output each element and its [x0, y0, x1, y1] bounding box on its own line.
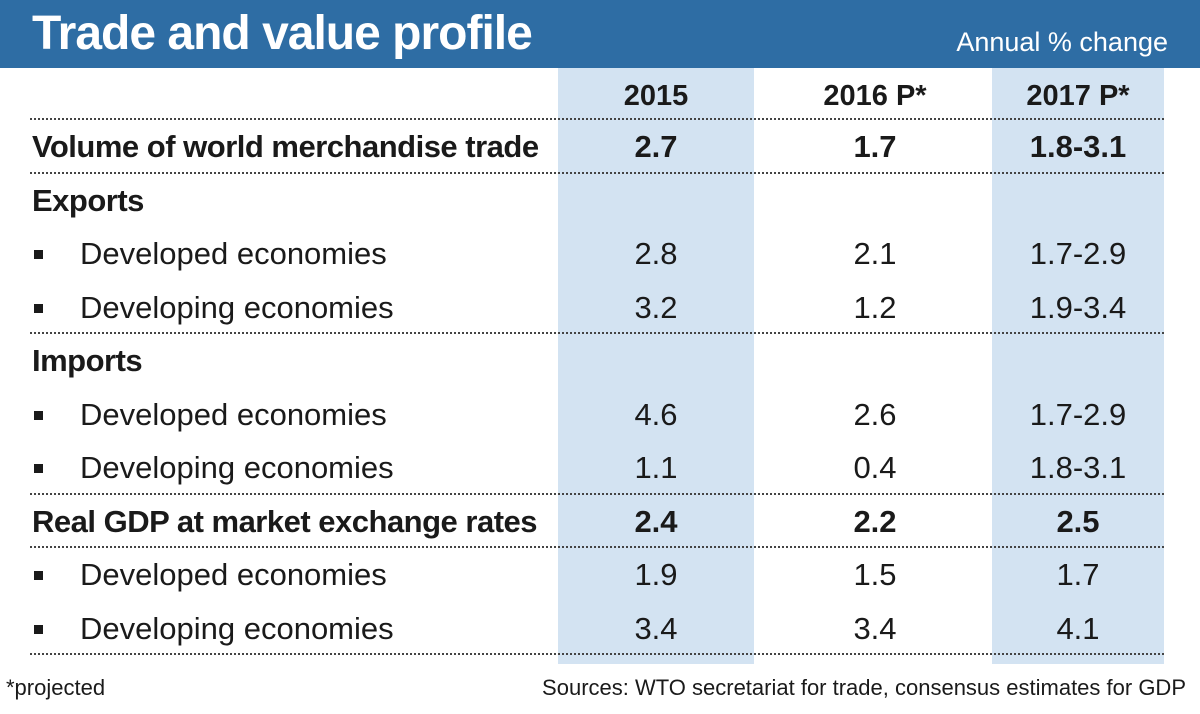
column-2017-shade — [992, 68, 1164, 664]
value-cell: 4.1 — [1056, 610, 1100, 646]
table-row: Developed economies 2.8 2.1 1.7-2.9 — [0, 227, 1200, 281]
table-row: Developed economies 1.9 1.5 1.7 — [0, 548, 1200, 602]
row-label: Developed economies — [80, 396, 387, 432]
row-label: Developed economies — [80, 557, 387, 592]
value-cell: 1.9-3.4 — [1029, 289, 1127, 325]
row-divider — [30, 546, 1164, 548]
value-cell: 3.4 — [853, 610, 897, 646]
chart-title: Trade and value profile — [32, 7, 533, 60]
value-cell — [770, 334, 980, 388]
row-label: Developed economies — [80, 236, 387, 271]
value-cell: 1.5 — [853, 557, 897, 592]
row-divider — [30, 653, 1164, 655]
bullet-icon — [34, 250, 43, 259]
value-cell: 1.7 — [1056, 557, 1100, 592]
value-cell — [770, 174, 980, 228]
row-label: Volume of world merchandise trade — [32, 129, 539, 164]
value-cell: 1.7-2.9 — [1029, 396, 1127, 432]
bullet-icon — [34, 624, 43, 634]
bullet-icon — [34, 410, 43, 420]
bullet-icon — [34, 303, 43, 313]
bullet-icon — [34, 464, 43, 473]
value-cell — [992, 334, 1164, 388]
value-cell: 1.1 — [634, 450, 678, 485]
table-row: Developing economies 3.4 3.4 4.1 — [0, 602, 1200, 656]
value-cell: 1.7-2.9 — [1029, 236, 1127, 271]
chart-subtitle: Annual % change — [956, 27, 1168, 57]
value-cell: 2.4 — [634, 503, 678, 539]
row-label: Imports — [32, 343, 143, 378]
table-row: Developed economies 4.6 2.6 1.7-2.9 — [0, 388, 1200, 442]
row-label: Developing economies — [80, 610, 394, 646]
value-cell: 3.2 — [634, 289, 678, 325]
value-cell — [992, 174, 1164, 228]
value-cell: 4.6 — [634, 396, 678, 432]
value-cell: 2.5 — [1056, 503, 1100, 539]
row-label: Real GDP at market exchange rates — [32, 503, 538, 539]
value-cell: 1.8-3.1 — [1029, 450, 1127, 485]
table-row: Imports — [0, 334, 1200, 388]
value-cell: 1.8-3.1 — [1029, 129, 1127, 164]
value-cell: 0.4 — [853, 450, 897, 485]
row-label: Developing economies — [80, 450, 394, 485]
header-banner: Trade and value profile Annual % change — [0, 0, 1200, 68]
value-cell: 3.4 — [634, 610, 678, 646]
row-label: Developing economies — [80, 289, 394, 325]
column-header-2015: 2015 — [623, 80, 689, 112]
value-cell: 2.1 — [853, 236, 897, 271]
value-cell — [558, 174, 754, 228]
value-cell: 2.7 — [634, 129, 678, 164]
column-header-2017: 2017 P* — [1026, 80, 1130, 112]
value-cell: 2.8 — [634, 236, 678, 271]
row-divider — [30, 332, 1164, 334]
value-cell: 1.9 — [634, 557, 678, 592]
table-row: Exports — [0, 174, 1200, 228]
table-row: Developing economies 3.2 1.2 1.9-3.4 — [0, 281, 1200, 335]
row-divider — [30, 171, 1164, 174]
sources-note: Sources: WTO secretariat for trade, cons… — [542, 675, 1186, 700]
row-label: Exports — [32, 182, 144, 218]
bullet-icon — [34, 571, 43, 580]
value-cell: 1.2 — [853, 289, 897, 325]
row-divider — [30, 492, 1164, 495]
column-header-2016: 2016 P* — [823, 80, 927, 112]
table-row: Developing economies 1.1 0.4 1.8-3.1 — [0, 441, 1200, 495]
column-2015-shade — [558, 68, 754, 664]
table-row: Volume of world merchandise trade 2.7 1.7 1… — [0, 120, 1200, 174]
row-divider — [30, 118, 1164, 120]
value-cell: 2.2 — [853, 503, 897, 539]
value-cell: 1.7 — [853, 129, 897, 164]
value-cell — [558, 334, 754, 388]
table-row: Real GDP at market exchange rates 2.4 2.2 2… — [0, 495, 1200, 549]
value-cell: 2.6 — [853, 396, 897, 432]
footnote: *projected — [6, 675, 106, 700]
